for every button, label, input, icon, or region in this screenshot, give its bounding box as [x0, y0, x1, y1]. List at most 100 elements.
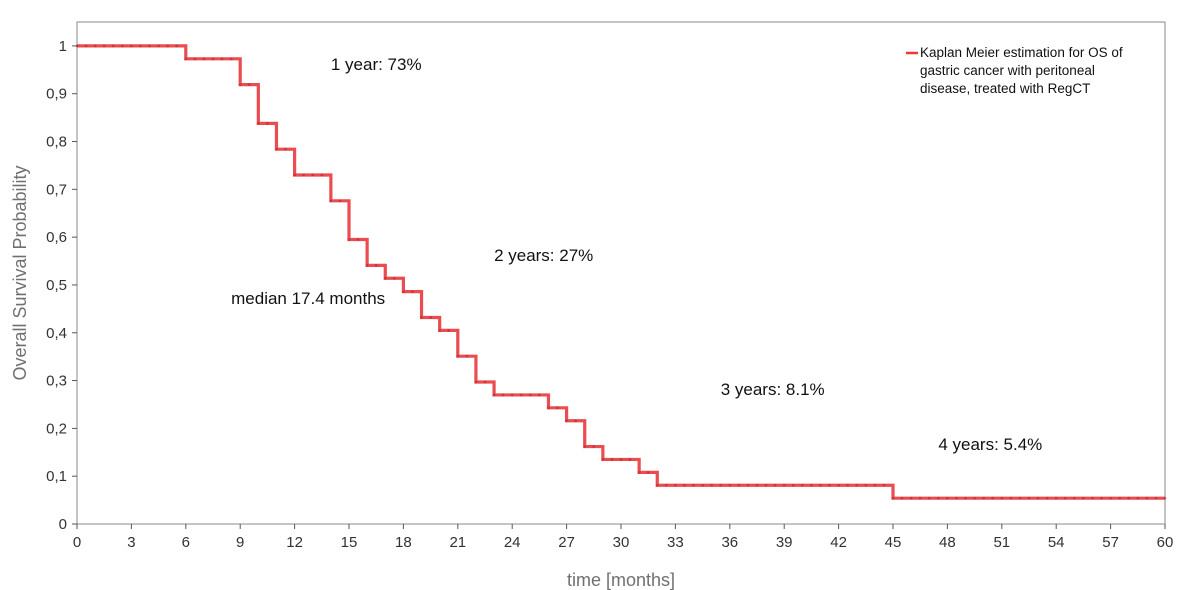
- km-point: [846, 483, 849, 487]
- annotations: 1 year: 73% 2 years: 27% median 17.4 month…: [231, 55, 1042, 454]
- km-point: [474, 380, 478, 384]
- km-point: [501, 393, 505, 397]
- km-point: [293, 173, 296, 177]
- km-point: [420, 316, 423, 319]
- km-point: [791, 483, 795, 487]
- annotation-label: 1 year: 73%: [331, 55, 422, 74]
- y-tick-label: 0,3: [46, 373, 67, 390]
- legend-label: gastric cancer with peritoneal: [920, 63, 1095, 78]
- legend-label: disease, treated with RegCT: [920, 81, 1090, 96]
- series-layer: [75, 44, 1167, 500]
- km-point: [819, 483, 822, 487]
- km-point: [891, 496, 895, 500]
- km-point: [556, 406, 559, 410]
- km-point: [184, 57, 188, 61]
- x-tick-label: 30: [613, 534, 630, 551]
- km-point: [882, 483, 886, 487]
- km-point: [628, 458, 632, 461]
- x-tick-label: 54: [1048, 534, 1065, 551]
- km-point: [782, 483, 786, 487]
- km-point: [148, 44, 151, 48]
- km-point: [529, 393, 532, 397]
- km-point: [873, 483, 877, 487]
- km-point: [1082, 496, 1085, 500]
- km-point: [1091, 496, 1094, 500]
- km-point: [674, 483, 677, 487]
- x-tick-label: 60: [1157, 534, 1174, 551]
- km-point: [139, 44, 142, 48]
- km-point: [637, 471, 641, 474]
- km-point: [438, 329, 441, 332]
- x-tick-label: 57: [1102, 534, 1119, 551]
- km-point: [483, 380, 487, 384]
- km-point: [284, 147, 287, 151]
- legend-label: Kaplan Meier estimation for OS of: [920, 45, 1123, 60]
- km-point: [102, 44, 106, 48]
- x-tick-label: 27: [558, 534, 575, 551]
- km-point: [257, 122, 260, 125]
- km-point-markers: [75, 44, 1167, 500]
- km-point: [519, 393, 523, 397]
- y-tick-label: 0,7: [46, 181, 67, 198]
- km-point: [900, 496, 904, 500]
- km-point: [547, 406, 550, 410]
- km-point: [311, 173, 315, 177]
- km-point: [855, 483, 859, 487]
- km-point: [111, 44, 115, 48]
- x-axis-title: time [months]: [567, 570, 675, 590]
- x-tick-label: 3: [127, 534, 135, 551]
- x-tick-label: 48: [939, 534, 956, 551]
- legend: Kaplan Meier estimation for OS of gastric…: [906, 45, 1123, 96]
- km-point: [492, 393, 496, 397]
- km-point: [465, 354, 469, 358]
- km-point: [574, 419, 577, 423]
- x-tick-label: 24: [504, 534, 521, 551]
- km-point: [538, 393, 541, 397]
- km-point: [510, 393, 514, 397]
- km-point: [302, 173, 305, 177]
- km-point: [619, 458, 623, 461]
- km-point: [157, 44, 160, 48]
- km-point: [93, 44, 97, 48]
- x-tick-label: 15: [341, 534, 358, 551]
- km-point: [338, 199, 342, 203]
- km-point: [1054, 496, 1058, 500]
- y-tick-label: 0,4: [46, 325, 67, 342]
- x-tick-label: 9: [236, 534, 244, 551]
- km-point: [411, 290, 414, 293]
- x-tick-label: 45: [885, 534, 902, 551]
- km-point: [121, 44, 124, 48]
- y-tick-label: 0,1: [46, 468, 67, 485]
- km-point: [655, 483, 659, 487]
- km-point: [773, 483, 777, 487]
- km-point: [810, 483, 813, 487]
- x-tick-label: 12: [286, 534, 303, 551]
- km-point: [238, 83, 242, 86]
- km-point: [1109, 496, 1112, 500]
- x-tick-label: 0: [73, 534, 81, 551]
- km-point: [456, 354, 460, 358]
- km-point: [601, 458, 605, 461]
- km-point: [909, 496, 913, 500]
- km-point: [1127, 496, 1131, 500]
- km-point: [927, 496, 931, 500]
- annotation-label: 4 years: 5.4%: [938, 435, 1042, 454]
- km-point: [737, 483, 741, 487]
- km-point: [1063, 496, 1067, 500]
- km-point: [937, 496, 940, 500]
- x-tick-label: 33: [667, 534, 684, 551]
- x-tick-label: 6: [182, 534, 190, 551]
- km-point: [864, 483, 868, 487]
- km-point: [918, 496, 922, 500]
- km-point: [728, 483, 732, 487]
- x-tick-label: 39: [776, 534, 793, 551]
- km-point: [247, 83, 251, 86]
- annotation-label: 2 years: 27%: [494, 246, 593, 265]
- y-axis-title: Overall Survival Probability: [10, 165, 30, 380]
- km-point: [801, 483, 804, 487]
- km-point: [719, 483, 723, 487]
- y-tick-label: 0,8: [46, 134, 67, 151]
- km-point: [991, 496, 995, 500]
